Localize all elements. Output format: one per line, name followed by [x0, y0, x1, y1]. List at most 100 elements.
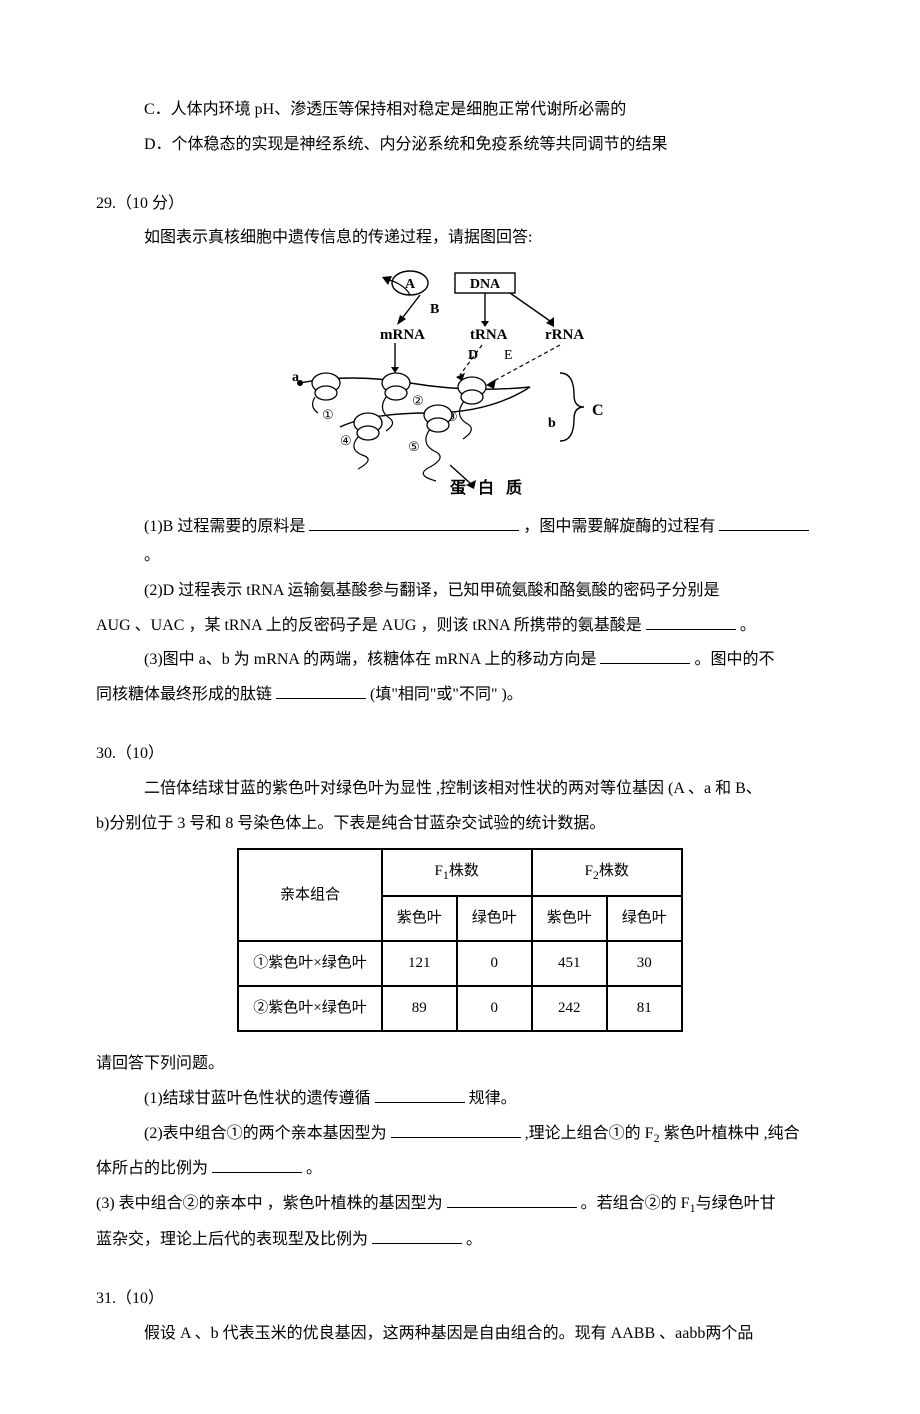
q30-part1: (1)结球甘蓝叶色性状的遗传遵循 规律。	[96, 1085, 824, 1114]
table-header-row-1: 亲本组合 F1株数 F2株数	[238, 849, 682, 896]
q30-part2a: (2)表中组合①的两个亲本基因型为 ,理论上组合①的 F2 紫色叶植株中 ,纯合	[96, 1120, 824, 1150]
ribosome-4: ④	[340, 413, 382, 469]
f2-f: F	[585, 863, 593, 879]
cell-f1g: 0	[457, 941, 532, 986]
q30-p3b-tail: 与绿色叶甘	[696, 1195, 776, 1212]
q30-intro-a: 二倍体结球甘蓝的紫色叶对绿色叶为显性 ,控制该相对性状的两对等位基因 (A 、a…	[96, 775, 824, 804]
q29-p2b-b: 。	[740, 617, 756, 634]
q30-header-text: 30.（10）	[96, 745, 164, 762]
q29-part1: (1)B 过程需要的原料是 ，图中需要解旋酶的过程有 。	[96, 513, 824, 571]
q30-intro-b-text: b)分别位于 3 号和 8 号染色体上。下表是纯合甘蓝杂交试验的统计数据。	[96, 815, 605, 832]
label-mrna: mRNA	[380, 327, 425, 343]
label-b: B	[430, 302, 439, 317]
q30-lead-text: 请回答下列问题。	[96, 1055, 224, 1072]
label-dna: DNA	[470, 277, 501, 292]
f2-tail: 株数	[599, 863, 629, 879]
option-c: C．人体内环境 pH、渗透压等保持相对稳定是细胞正常代谢所必需的	[96, 96, 824, 125]
label-rrna: rRNA	[545, 327, 584, 343]
label-trna: tRNA	[470, 327, 508, 343]
col-f1: F1株数	[382, 849, 532, 896]
blank	[447, 1191, 577, 1209]
q30-p2c: 体所占的比例为	[96, 1160, 212, 1177]
q30-part3a: (3) 表中组合②的亲本中 ，紫色叶植株的基因型为 。若组合②的 F1与绿色叶甘	[96, 1190, 824, 1220]
label-d: D	[468, 348, 478, 363]
cell-f2g: 81	[607, 986, 682, 1031]
q30-p2b: ,理论上组合①的 F	[525, 1125, 654, 1142]
blank	[276, 682, 366, 700]
q31-p1-text: 假设 A 、b 代表玉米的优良基因，这两种基因是自由组合的。现有 AABB 、a…	[144, 1325, 753, 1342]
blank	[375, 1085, 465, 1103]
q30-header: 30.（10）	[96, 740, 824, 769]
q29-p1a: (1)B 过程需要的原料是	[144, 518, 309, 535]
diagram-svg: A DNA B mRNA tRNA rRNA D E	[260, 265, 660, 495]
label-protein: 蛋 白 质	[450, 478, 526, 495]
ribo-label-5: ⑤	[408, 439, 420, 454]
ribosome-2: ②	[382, 373, 424, 431]
blank	[372, 1226, 462, 1244]
blank	[719, 514, 809, 532]
blank	[212, 1156, 302, 1174]
q31-header: 31.（10）	[96, 1285, 824, 1314]
option-c-text: C．人体内环境 pH、渗透压等保持相对稳定是细胞正常代谢所必需的	[144, 101, 626, 118]
f1-f: F	[435, 863, 443, 879]
cell-f2g: 30	[607, 941, 682, 986]
q29-intro: 如图表示真核细胞中遗传信息的传递过程，请据图回答:	[96, 224, 824, 253]
ribo-label-2: ②	[412, 393, 424, 408]
col-f2: F2株数	[532, 849, 682, 896]
cell-f1p: 121	[382, 941, 457, 986]
q30-lead: 请回答下列问题。	[96, 1050, 824, 1079]
cell-f1g: 0	[457, 986, 532, 1031]
q29-part2b: AUG 、UAC ，某 tRNA 上的反密码子是 AUG ，则该 tRNA 所携…	[96, 612, 824, 641]
q29-p3c: 同核糖体最终形成的肽链	[96, 686, 276, 703]
option-d-text: D．个体稳态的实现是神经系统、内分泌系统和免疫系统等共同调节的结果	[144, 136, 668, 153]
q30-p3b: 。若组合②的 F	[581, 1195, 690, 1212]
blank	[646, 612, 736, 630]
ribo-label-4: ④	[340, 433, 352, 448]
q30-table: 亲本组合 F1株数 F2株数 紫色叶 绿色叶 紫色叶 绿色叶 ①紫色叶×绿色叶 …	[237, 848, 683, 1032]
q29-diagram-wrap: A DNA B mRNA tRNA rRNA D E	[96, 265, 824, 495]
q30-part3b: 蓝杂交，理论上后代的表现型及比例为 。	[96, 1226, 824, 1255]
q29-p2b-a: AUG 、UAC ，某 tRNA 上的反密码子是 AUG ，则该 tRNA 所携…	[96, 617, 646, 634]
q29-diagram: A DNA B mRNA tRNA rRNA D E	[260, 265, 660, 495]
q31-header-text: 31.（10）	[96, 1290, 164, 1307]
q29-part3a: (3)图中 a、b 为 mRNA 的两端，核糖体在 mRNA 上的移动方向是 。…	[96, 646, 824, 675]
q29-p3d: (填"相同"或"不同" )。	[370, 686, 523, 703]
cell-f2p: 451	[532, 941, 607, 986]
q30-p1b: 规律。	[469, 1090, 517, 1107]
option-d: D．个体稳态的实现是神经系统、内分泌系统和免疫系统等共同调节的结果	[96, 131, 824, 160]
q29-part2a: (2)D 过程表示 tRNA 运输氨基酸参与翻译，已知甲硫氨酸和酪氨酸的密码子分…	[96, 577, 824, 606]
ribosome-5: ⑤	[408, 405, 452, 481]
label-c: C	[592, 402, 604, 419]
q29-part3b: 同核糖体最终形成的肽链 (填"相同"或"不同" )。	[96, 681, 824, 710]
f1-tail: 株数	[449, 863, 479, 879]
label-e: E	[504, 348, 513, 363]
q30-p3c: 蓝杂交，理论上后代的表现型及比例为	[96, 1231, 372, 1248]
q30-intro-b: b)分别位于 3 号和 8 号染色体上。下表是纯合甘蓝杂交试验的统计数据。	[96, 810, 824, 839]
cell-parent: ①紫色叶×绿色叶	[238, 941, 381, 986]
q29-p3a: (3)图中 a、b 为 mRNA 的两端，核糖体在 mRNA 上的移动方向是	[144, 651, 600, 668]
ribosome-1: ①	[312, 373, 340, 422]
col-green-2: 绿色叶	[607, 896, 682, 941]
label-right-b: b	[548, 416, 556, 431]
table-row: ②紫色叶×绿色叶 89 0 242 81	[238, 986, 682, 1031]
q29-intro-text: 如图表示真核细胞中遗传信息的传递过程，请据图回答:	[144, 229, 532, 246]
q30-part2b: 体所占的比例为 。	[96, 1155, 824, 1184]
q31-p1: 假设 A 、b 代表玉米的优良基因，这两种基因是自由组合的。现有 AABB 、a…	[96, 1320, 824, 1349]
cell-f2p: 242	[532, 986, 607, 1031]
blank	[391, 1120, 521, 1138]
col-purple-1: 紫色叶	[382, 896, 457, 941]
q30-intro-a-text: 二倍体结球甘蓝的紫色叶对绿色叶为显性 ,控制该相对性状的两对等位基因 (A 、a…	[144, 780, 762, 797]
ribo-label-1: ①	[322, 407, 334, 422]
col-green-1: 绿色叶	[457, 896, 532, 941]
q29-header: 29.（10 分）	[96, 190, 824, 219]
q30-p2b-tail: 紫色叶植株中 ,纯合	[660, 1125, 800, 1142]
q29-p2: (2)D 过程表示 tRNA 运输氨基酸参与翻译，已知甲硫氨酸和酪氨酸的密码子分…	[144, 582, 720, 599]
q30-p3d: 。	[466, 1231, 482, 1248]
table-row: ①紫色叶×绿色叶 121 0 451 30	[238, 941, 682, 986]
q29-header-text: 29.（10 分）	[96, 195, 184, 212]
q30-p2a: (2)表中组合①的两个亲本基因型为	[144, 1125, 391, 1142]
blank	[600, 647, 690, 665]
col-purple-2: 紫色叶	[532, 896, 607, 941]
q29-p3b: 。图中的不	[694, 651, 774, 668]
cell-parent: ②紫色叶×绿色叶	[238, 986, 381, 1031]
